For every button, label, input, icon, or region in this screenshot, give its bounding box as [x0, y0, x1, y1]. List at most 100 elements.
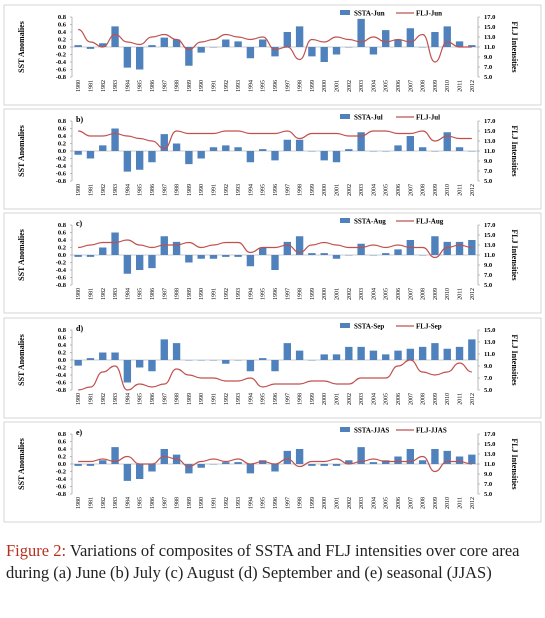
x-tick-label: 1981: [88, 80, 94, 92]
x-tick-label: 1988: [175, 497, 181, 509]
x-tick-label: 1994: [248, 184, 254, 196]
line: [78, 239, 472, 259]
x-tick-label: 1991: [211, 288, 217, 300]
x-tick-label: 1984: [125, 184, 131, 196]
bar: [271, 47, 279, 57]
x-tick-label: 2011: [458, 288, 464, 300]
x-tick-label: 1989: [187, 288, 193, 300]
y2-tick-label: 7.0: [484, 375, 492, 382]
x-tick-label: 2000: [322, 288, 328, 300]
y-axis-label: SST Anomalies: [17, 229, 26, 281]
x-tick-label: 1993: [236, 184, 242, 196]
y-tick-label: 0.6: [58, 335, 67, 342]
x-tick-label: 1981: [88, 497, 94, 509]
panel-label: c): [76, 219, 83, 228]
y-tick-label: -0.6: [56, 275, 67, 282]
x-tick-label: 1990: [199, 497, 205, 509]
y-tick-label: -0.2: [56, 260, 66, 267]
bar: [431, 449, 439, 464]
x-tick-label: 2010: [445, 393, 451, 405]
bar: [418, 346, 427, 360]
y2-tick-label: 11.0: [484, 461, 495, 468]
x-tick-label: 1986: [150, 393, 156, 405]
bar: [99, 460, 107, 464]
y-tick-label: 0.8: [58, 14, 67, 21]
bar: [394, 145, 402, 151]
bar: [123, 255, 132, 274]
legend-label: SSTA-Sep: [354, 323, 384, 331]
y-tick-label: -0.4: [56, 163, 67, 170]
bar: [357, 243, 365, 255]
x-tick-label: 1999: [310, 80, 316, 92]
x-tick-label: 1995: [261, 184, 267, 196]
x-tick-label: 1999: [310, 497, 316, 509]
y-tick-label: 0.0: [58, 252, 66, 259]
bar: [197, 151, 205, 159]
x-tick-label: 1982: [101, 184, 107, 196]
y-tick-label: 0.6: [58, 439, 67, 446]
x-tick-label: 2011: [458, 80, 464, 92]
bar: [283, 343, 291, 360]
y2-tick-label: 15.0: [484, 441, 495, 448]
bar: [99, 352, 107, 360]
y2-tick-label: 13.0: [484, 138, 495, 145]
bar: [148, 255, 156, 269]
y2-tick-label: 5.0: [484, 387, 492, 394]
x-tick-label: 1997: [285, 80, 291, 92]
y2-tick-label: 15.0: [484, 232, 495, 239]
x-tick-label: 2002: [347, 497, 353, 509]
bar: [74, 360, 82, 366]
y-tick-label: -0.4: [56, 267, 67, 274]
legend-label: FLJ-Sep: [416, 323, 442, 331]
bar: [357, 346, 365, 360]
y2-tick-label: 13.0: [484, 34, 495, 41]
x-tick-label: 2007: [408, 80, 414, 92]
bar: [271, 464, 279, 472]
x-tick-label: 2010: [445, 288, 451, 300]
y-tick-label: -0.8: [56, 282, 67, 289]
bar: [99, 43, 107, 47]
bar: [234, 41, 242, 47]
bar: [431, 343, 439, 360]
y-axis-label: SST Anomalies: [17, 334, 26, 386]
x-tick-label: 1991: [211, 184, 217, 196]
x-tick-label: 2005: [384, 497, 390, 509]
x-tick-label: 2009: [433, 497, 439, 509]
y-tick-label: 0.4: [58, 342, 67, 349]
x-tick-label: 2006: [396, 184, 402, 196]
bar: [394, 350, 402, 360]
bar: [431, 32, 439, 47]
y2-tick-label: 13.0: [484, 242, 495, 249]
bar: [295, 449, 304, 464]
legend-swatch: [340, 427, 350, 432]
legend-label: FLJ-JJAS: [416, 427, 447, 435]
bar: [271, 255, 279, 270]
x-tick-label: 1993: [236, 393, 242, 405]
x-tick-label: 1994: [248, 288, 254, 300]
bar: [209, 147, 218, 151]
x-tick-label: 2003: [359, 393, 365, 405]
panel-border: [3, 421, 542, 523]
bar: [111, 26, 119, 47]
x-tick-label: 2010: [445, 80, 451, 92]
y2-tick-label: 5.0: [484, 74, 492, 81]
x-tick-label: 2002: [347, 184, 353, 196]
x-tick-label: 2012: [470, 80, 476, 92]
x-tick-label: 2012: [470, 288, 476, 300]
x-tick-label: 1990: [199, 393, 205, 405]
figure-label: Figure 2:: [6, 541, 67, 560]
x-tick-label: 1998: [298, 184, 304, 196]
x-tick-label: 2010: [445, 497, 451, 509]
legend-label: SSTA-Jul: [354, 114, 383, 122]
x-tick-label: 1986: [150, 184, 156, 196]
x-tick-label: 2011: [458, 497, 464, 509]
bar: [86, 151, 95, 159]
bar: [455, 346, 464, 360]
legend-label: SSTA-Aug: [354, 218, 386, 226]
y-tick-label: 0.0: [58, 461, 66, 468]
x-tick-label: 1988: [175, 80, 181, 92]
bar: [209, 255, 218, 259]
x-tick-label: 1982: [101, 288, 107, 300]
bar: [74, 464, 82, 466]
bar: [406, 136, 415, 151]
